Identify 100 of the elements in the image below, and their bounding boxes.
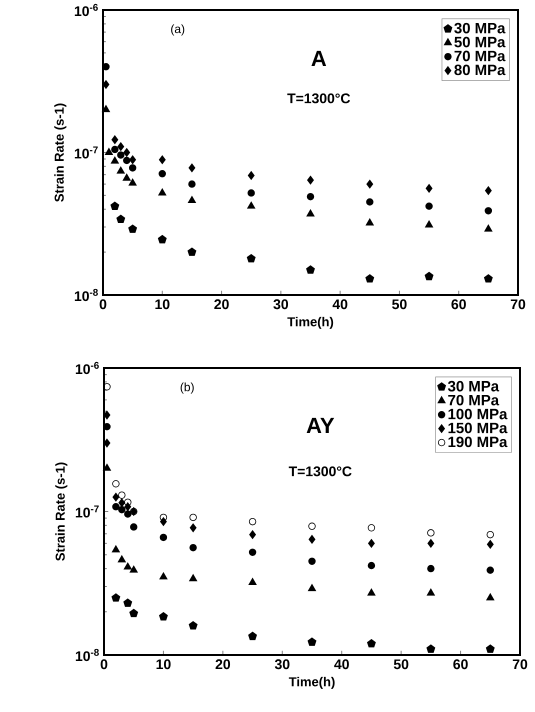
annotation: (a): [171, 24, 184, 36]
point: [486, 530, 494, 538]
point: [130, 523, 138, 531]
point: [367, 588, 376, 596]
point: [102, 105, 110, 112]
y-tick-label: 10$^{-8}$: [76, 648, 99, 662]
point: [112, 545, 120, 552]
point: [427, 529, 435, 537]
legend-label: 100 MPa: [448, 408, 508, 420]
point: [189, 544, 197, 552]
point: [104, 148, 113, 155]
y-tick-label: 10$^{-7}$: [74, 146, 98, 159]
point: [307, 176, 314, 185]
point: [128, 178, 137, 186]
point: [123, 598, 132, 607]
point: [159, 572, 168, 580]
point: [111, 135, 118, 144]
point: [124, 510, 132, 518]
y-tick-label: 10$^{-8}$: [74, 288, 98, 302]
point: [365, 274, 374, 283]
x-tick-label: 30: [274, 659, 290, 670]
legend-label: 150 MPa: [448, 422, 508, 434]
point: [425, 220, 434, 228]
point: [188, 248, 196, 256]
point: [190, 523, 197, 532]
point: [188, 164, 196, 172]
legend-label: 70 MPa: [454, 50, 506, 62]
point: [368, 562, 376, 570]
point: [117, 151, 124, 159]
point: [247, 202, 256, 209]
point: [308, 584, 316, 592]
y-tick-label: 10$^{-7}$: [76, 505, 99, 518]
point: [122, 174, 131, 181]
annotation: T=1300°C: [288, 466, 352, 476]
point: [248, 548, 256, 556]
legend-label: 30 MPa: [448, 380, 500, 392]
point: [366, 198, 374, 206]
point: [246, 254, 256, 262]
x-tick-label: 60: [451, 299, 466, 310]
x-tick-label: 50: [394, 659, 408, 670]
point: [189, 514, 197, 522]
y-axis-title: Strain Rate (s-1): [55, 462, 68, 561]
point: [368, 524, 376, 532]
point: [118, 498, 126, 508]
legend-label: 80 MPa: [454, 64, 506, 76]
point: [248, 171, 255, 180]
x-axis-title: Time(h): [288, 676, 335, 689]
point: [366, 180, 374, 189]
point: [110, 156, 119, 164]
point: [160, 534, 168, 542]
y-tick-label: 10$^{-6}$: [74, 4, 98, 16]
x-tick-label: 70: [512, 659, 528, 670]
point: [426, 588, 435, 596]
point: [306, 209, 315, 217]
point: [366, 218, 374, 226]
point: [306, 265, 315, 274]
x-tick-label: 70: [510, 299, 526, 310]
annotation: A: [311, 50, 326, 66]
point: [117, 142, 124, 151]
point: [124, 498, 132, 506]
point: [129, 608, 138, 618]
point: [124, 562, 132, 570]
x-tick-label: 20: [214, 299, 229, 310]
point: [128, 224, 138, 233]
legend-label: 30 MPa: [454, 22, 506, 34]
point: [484, 207, 492, 214]
point: [248, 518, 256, 526]
x-tick-label: 50: [392, 299, 407, 310]
point: [367, 639, 376, 648]
point: [123, 156, 130, 164]
point: [425, 202, 433, 210]
point: [116, 214, 126, 224]
annotation: T=1300°C: [287, 93, 350, 104]
x-tick-label: 10: [156, 659, 171, 670]
annotation: (b): [180, 382, 194, 394]
y-tick-label: 10$^{-6}$: [76, 362, 99, 374]
point: [118, 491, 126, 499]
point: [308, 522, 316, 530]
point: [308, 534, 316, 544]
point: [110, 202, 120, 210]
point: [158, 234, 167, 244]
point: [130, 566, 138, 573]
x-tick-label: 0: [100, 299, 106, 310]
point: [112, 503, 120, 510]
point: [189, 574, 198, 582]
point: [308, 558, 316, 565]
point: [188, 621, 198, 630]
point: [249, 530, 256, 540]
point: [308, 638, 316, 646]
point: [159, 612, 168, 620]
point: [111, 146, 119, 154]
y-axis-title: Strain Rate (s-1): [54, 104, 66, 202]
x-tick-label: 40: [332, 299, 348, 310]
point: [112, 492, 120, 502]
point: [129, 155, 136, 164]
point: [112, 593, 120, 602]
point: [128, 164, 136, 172]
point: [118, 555, 126, 562]
point: [158, 188, 166, 196]
point: [486, 644, 495, 653]
